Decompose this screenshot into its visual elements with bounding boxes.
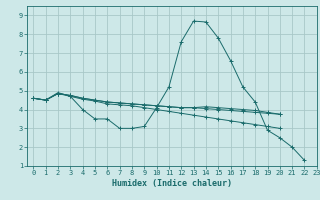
X-axis label: Humidex (Indice chaleur): Humidex (Indice chaleur) <box>112 179 232 188</box>
